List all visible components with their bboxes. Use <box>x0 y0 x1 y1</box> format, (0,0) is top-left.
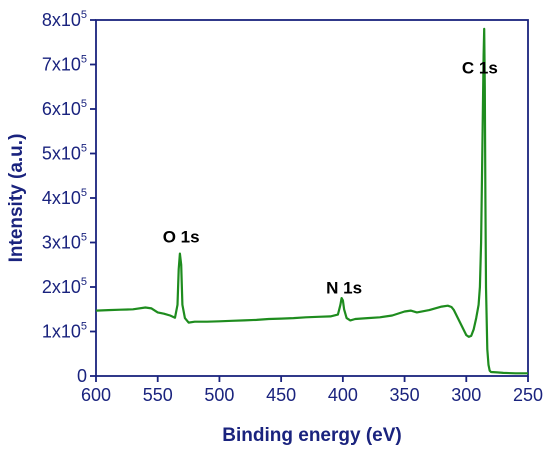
y-tick-base: 0 <box>77 366 87 386</box>
x-tick-label: 450 <box>266 385 296 405</box>
y-tick-label: 2x105 <box>42 276 87 297</box>
peak-label: C 1s <box>462 58 498 77</box>
plot-area: 600 550 500 450 400 350 300 250 01x1052x1053x10… <box>42 9 543 405</box>
y-tick-label: 7x105 <box>42 54 87 75</box>
y-tick-base: 6x10 <box>42 99 81 119</box>
y-tick-exponent: 5 <box>81 54 87 66</box>
y-tick-label: 1x105 <box>42 321 87 342</box>
x-axis-title: Binding energy (eV) <box>222 425 401 446</box>
x-tick-label: 550 <box>143 385 173 405</box>
y-tick-base: 1x10 <box>42 322 81 342</box>
y-tick-exponent: 5 <box>81 321 87 333</box>
y-tick-exponent: 5 <box>81 187 87 199</box>
y-tick-exponent: 5 <box>81 232 87 244</box>
x-tick-label: 600 <box>81 385 111 405</box>
y-tick-label: 6x105 <box>42 98 87 119</box>
y-tick-base: 5x10 <box>42 144 81 164</box>
x-tick-label: 300 <box>451 385 481 405</box>
y-axis-title: Intensity (a.u.) <box>6 134 27 263</box>
y-tick-base: 2x10 <box>42 277 81 297</box>
series-line <box>95 27 528 375</box>
y-tick-exponent: 5 <box>81 9 87 21</box>
y-tick-label: 4x105 <box>42 187 87 208</box>
y-tick-base: 7x10 <box>42 55 81 75</box>
y-tick-label: 3x105 <box>42 232 87 253</box>
y-tick-label: 5x105 <box>42 143 87 164</box>
x-axis-ticks: 600 550 500 450 400 350 300 250 <box>81 376 543 405</box>
x-tick-label: 500 <box>204 385 234 405</box>
x-tick-label: 350 <box>390 385 420 405</box>
peak-annotations: O 1s N 1s C 1s <box>163 58 498 297</box>
x-tick-label: 400 <box>328 385 358 405</box>
y-tick-base: 3x10 <box>42 233 81 253</box>
y-tick-base: 8x10 <box>42 10 81 30</box>
y-tick-exponent: 5 <box>81 276 87 288</box>
y-axis-ticks: 01x1052x1053x1054x1055x1056x1057x1058x10… <box>42 9 96 386</box>
y-tick-base: 4x10 <box>42 188 81 208</box>
y-tick-exponent: 5 <box>81 143 87 155</box>
peak-label: N 1s <box>326 279 362 298</box>
y-tick-exponent: 5 <box>81 98 87 110</box>
y-tick-label: 8x105 <box>42 9 87 30</box>
y-tick-label: 0 <box>77 366 87 386</box>
x-tick-label: 250 <box>513 385 543 405</box>
peak-label: O 1s <box>163 228 200 247</box>
